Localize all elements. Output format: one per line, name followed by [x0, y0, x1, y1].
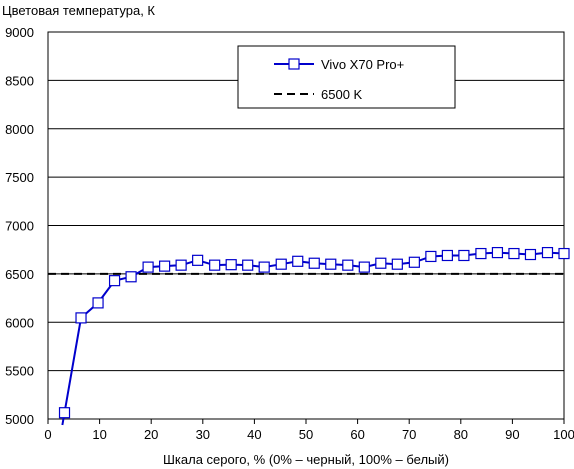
y-tick-label: 8500 [5, 73, 34, 88]
data-point [209, 259, 221, 271]
x-tick-label: 0 [44, 427, 51, 442]
x-tick-label: 50 [299, 427, 313, 442]
data-point [375, 257, 387, 269]
y-tick-label: 6500 [5, 267, 34, 282]
legend-marker-vivo [288, 58, 300, 70]
data-point [308, 257, 320, 269]
x-tick-label: 100 [553, 427, 574, 442]
data-point [342, 259, 354, 271]
legend: Vivo X70 Pro+ 6500 K [237, 45, 456, 109]
y-tick-label: 8000 [5, 122, 34, 137]
x-tick-labels: 0 10 20 30 40 50 60 70 80 90 100 [44, 419, 574, 442]
legend-box [237, 45, 456, 109]
data-point [258, 261, 270, 273]
data-point [175, 259, 187, 271]
y-tick-label: 6000 [5, 315, 34, 330]
data-point [425, 250, 437, 263]
y-tick-labels: 5000 5500 6000 6500 7000 7500 8000 8500 9000 [5, 25, 34, 427]
x-tick-label: 40 [247, 427, 261, 442]
data-point [92, 297, 104, 309]
x-tick-label: 70 [402, 427, 416, 442]
series-vivo-x70-pro [58, 246, 570, 426]
data-point [475, 247, 487, 260]
y-axis-label: Цветовая температура, К [2, 3, 155, 18]
data-point [192, 254, 204, 266]
data-point [159, 260, 171, 272]
data-point [491, 246, 504, 259]
x-tick-label: 10 [92, 427, 106, 442]
data-point [58, 407, 71, 419]
data-point [508, 247, 520, 260]
y-tick-label: 9000 [5, 25, 34, 40]
y-tick-label: 5000 [5, 412, 34, 427]
data-point [225, 259, 237, 271]
data-point [108, 275, 121, 287]
data-point [325, 258, 337, 270]
data-point [242, 259, 254, 271]
y-tick-label: 7500 [5, 170, 34, 185]
data-point [541, 246, 554, 259]
data-point [524, 248, 537, 261]
data-point [358, 261, 370, 273]
data-point [292, 255, 304, 267]
legend-label-vivo: Vivo X70 Pro+ [321, 57, 404, 72]
data-point [142, 261, 154, 273]
data-point [275, 258, 287, 270]
data-point [558, 247, 570, 260]
x-tick-label: 60 [350, 427, 364, 442]
legend-label-6500k: 6500 K [321, 87, 363, 102]
data-point [391, 258, 403, 270]
series-line [61, 251, 565, 426]
data-point [408, 256, 420, 268]
data-point [458, 249, 470, 262]
data-point [75, 312, 87, 324]
x-axis-label: Шкала серого, % (0% – черный, 100% – бел… [163, 452, 449, 467]
y-tick-label: 5500 [5, 364, 34, 379]
x-tick-label: 80 [454, 427, 468, 442]
x-tick-label: 90 [505, 427, 519, 442]
data-point [125, 271, 137, 283]
x-tick-label: 30 [196, 427, 210, 442]
y-tick-label: 7000 [5, 219, 34, 234]
x-tick-label: 20 [144, 427, 158, 442]
data-point [441, 249, 453, 262]
